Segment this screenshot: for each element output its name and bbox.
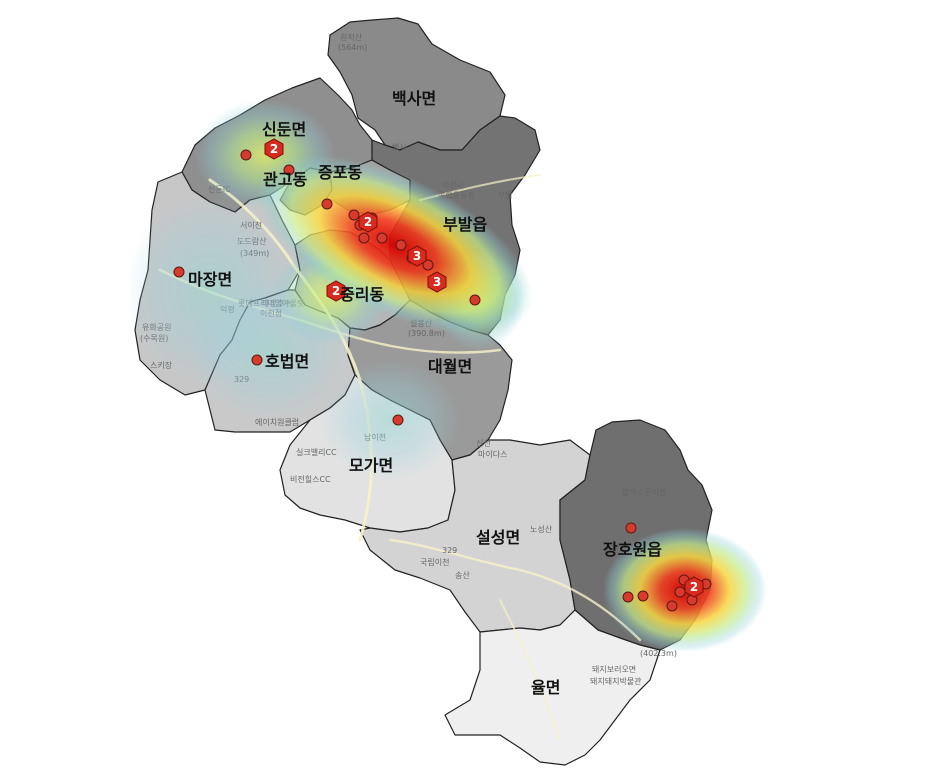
incident-point[interactable] — [173, 266, 185, 278]
incident-point[interactable] — [674, 586, 686, 598]
incident-point[interactable] — [395, 239, 407, 251]
basemap-label: 비전힐스CC — [290, 474, 331, 484]
region-label-janghowon: 장호원읍 — [603, 540, 662, 559]
region-label-yul: 율면 — [531, 678, 560, 697]
incident-point[interactable] — [376, 232, 388, 244]
basemap-label: 블랙스톤이천 — [622, 487, 666, 497]
basemap-label: 에이치원클럽 — [255, 417, 299, 427]
basemap-label: 부발 — [498, 190, 513, 200]
cluster-marker[interactable]: 2 — [684, 576, 704, 598]
cluster-count: 3 — [413, 249, 421, 263]
incident-point[interactable] — [240, 149, 252, 161]
cluster-marker[interactable]: 2 — [358, 211, 378, 233]
basemap-label: 원적산 — [340, 32, 363, 42]
incident-point[interactable] — [666, 600, 678, 612]
region-label-moga: 모가면 — [349, 456, 393, 475]
basemap-label: (564m) — [338, 43, 367, 52]
region-label-majang: 마장면 — [188, 270, 232, 289]
basemap-label: 돼지보러오면 — [592, 664, 636, 674]
basemap-label: 국립이천 — [420, 557, 449, 567]
incident-point[interactable] — [251, 354, 263, 366]
incident-point[interactable] — [622, 591, 634, 603]
region-label-daewol: 대월면 — [428, 357, 472, 376]
cluster-marker[interactable]: 3 — [427, 271, 447, 293]
cluster-count: 2 — [690, 580, 698, 594]
cluster-markers: 2 2 3 3 2 2 — [264, 138, 704, 598]
region-label-seolseong: 설성면 — [476, 528, 520, 547]
incident-point[interactable] — [637, 590, 649, 602]
basemap-label: 마이다스 — [478, 449, 507, 459]
cluster-marker[interactable]: 3 — [407, 245, 427, 267]
incident-point[interactable] — [422, 259, 434, 271]
incident-point[interactable] — [469, 294, 481, 306]
region-label-sindun: 신둔면 — [262, 120, 306, 139]
incident-point[interactable] — [283, 164, 295, 176]
region-label-jeungpo: 증포동 — [318, 163, 362, 182]
region-label-bubal: 부발읍 — [443, 215, 487, 234]
incident-point[interactable] — [625, 522, 637, 534]
region-label-baeksa: 백사면 — [392, 89, 436, 108]
region-label-jungri: 중리동 — [340, 285, 384, 304]
cluster-marker[interactable]: 2 — [264, 138, 284, 160]
road-number: 329 — [442, 546, 457, 555]
region-labels: 백사면 신둔면 관고동 증포동 부발읍 마장면 중리동 호법면 대월면 모가면 … — [188, 89, 662, 697]
incident-point[interactable] — [392, 414, 404, 426]
basemap-label: 실크밸리CC — [296, 447, 337, 457]
cluster-count: 3 — [433, 275, 441, 289]
basemap-label: (402.3m) — [640, 649, 677, 658]
basemap-label: 노성산 — [530, 524, 553, 534]
region-label-hobeop: 호법면 — [265, 352, 309, 371]
cluster-count: 2 — [332, 284, 340, 298]
basemap-label: 백사 — [392, 142, 407, 152]
cluster-count: 2 — [364, 215, 372, 229]
basemap-label: (390.8m) — [408, 329, 445, 338]
incident-point[interactable] — [348, 209, 360, 221]
basemap-label: 돼지돼지박물관 — [590, 676, 642, 686]
region-label-gwango: 관고동 — [263, 170, 307, 189]
basemap-label: 송산 — [455, 570, 470, 580]
cluster-marker[interactable]: 2 — [326, 280, 346, 302]
region-yul[interactable] — [444, 609, 661, 766]
basemap-label: 종합운동장 — [438, 190, 475, 200]
basemap-label: 이천시 — [442, 180, 464, 190]
basemap-label: 신선 — [476, 439, 491, 448]
incident-point[interactable] — [358, 232, 370, 244]
cluster-count: 2 — [270, 142, 278, 156]
incident-point[interactable] — [321, 198, 333, 210]
